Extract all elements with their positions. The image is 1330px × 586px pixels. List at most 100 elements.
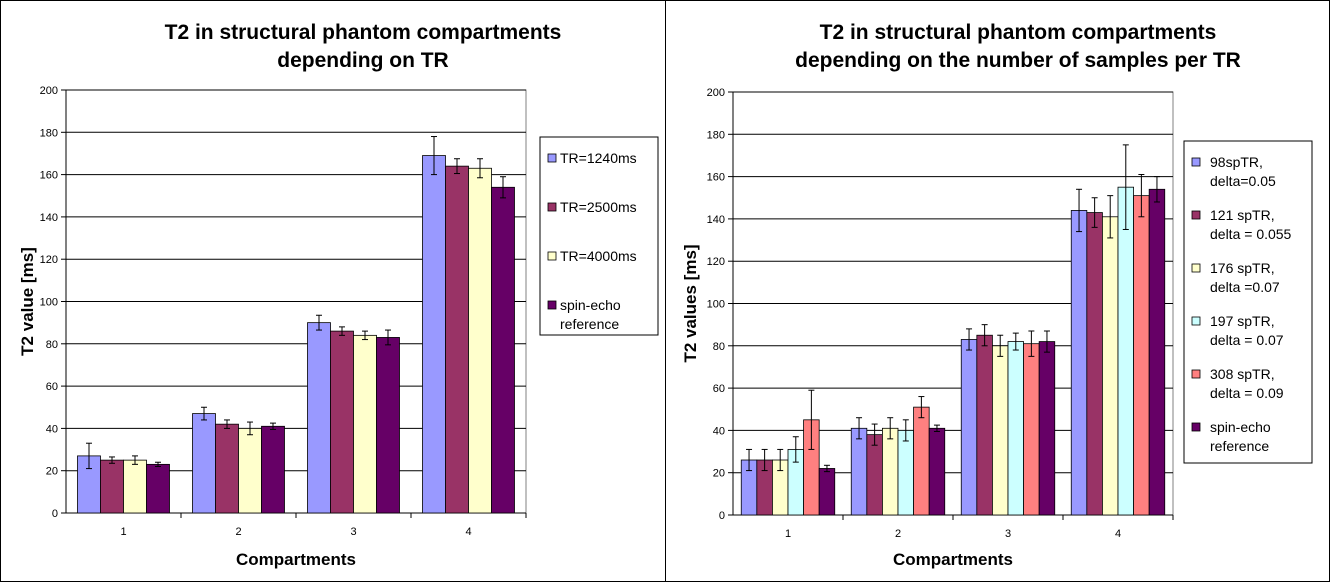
legend-label: delta = 0.055: [1210, 226, 1292, 242]
chart-panel-right: T2 in structural phantom compartments dep…: [665, 0, 1330, 582]
chart-samples-per-tr: T2 in structural phantom compartments dep…: [681, 21, 1313, 569]
bar: [1133, 195, 1150, 516]
x-tick-label: 2: [235, 526, 241, 538]
y-tick-label: 20: [713, 468, 725, 480]
chart-panel-left: T2 in structural phantom compartments dep…: [0, 0, 666, 582]
legend: [1183, 140, 1313, 464]
bar: [215, 423, 239, 514]
bar: [330, 330, 354, 514]
bar: [818, 468, 836, 516]
bar: [913, 406, 930, 516]
x-tick-label: 3: [350, 526, 356, 538]
legend-label: delta=0.05: [1210, 173, 1276, 189]
y-tick-label: 100: [40, 297, 58, 309]
bar: [192, 413, 216, 514]
bar: [1023, 343, 1040, 516]
bar: [928, 427, 946, 516]
bar: [376, 337, 400, 514]
legend: [539, 136, 659, 336]
y-tick-label: 40: [46, 423, 58, 435]
y-tick-label: 60: [713, 383, 725, 395]
y-tick-label: 120: [707, 256, 725, 268]
chart-title-line: T2 in structural phantom compartments: [165, 21, 562, 44]
legend-swatch: [547, 300, 557, 310]
legend-label: spin-echo: [560, 297, 621, 313]
x-axis-label: Compartments: [236, 550, 356, 569]
bar: [850, 427, 868, 516]
legend-swatch: [547, 153, 557, 163]
legend-swatch: [1191, 157, 1201, 167]
y-tick-label: 160: [40, 170, 58, 182]
bar: [1007, 341, 1024, 516]
chart-title-line: depending on the number of samples per T…: [795, 49, 1241, 72]
y-tick-label: 140: [40, 212, 58, 224]
bar: [1102, 216, 1119, 516]
y-axis-label: T2 value [ms]: [18, 247, 37, 356]
legend-swatch: [1191, 422, 1201, 432]
legend-swatch: [1191, 316, 1201, 326]
chart-title-line: depending on TR: [277, 49, 448, 72]
x-axis-label: Compartments: [893, 550, 1013, 569]
legend-label: delta =0.07: [1210, 279, 1280, 295]
bar: [882, 427, 899, 516]
bar: [976, 334, 993, 516]
bar: [123, 459, 147, 514]
legend-label: delta = 0.07: [1210, 332, 1284, 348]
legend-swatch: [1191, 369, 1201, 379]
bar: [1148, 188, 1166, 516]
bar: [146, 463, 170, 514]
legend-label: TR=2500ms: [560, 199, 637, 215]
legend-swatch: [1191, 263, 1201, 273]
x-tick-label: 2: [895, 528, 901, 540]
y-tick-label: 120: [40, 254, 58, 266]
bar: [960, 339, 978, 516]
legend-label: 176 spTR,: [1210, 260, 1275, 276]
legend-label: 197 spTR,: [1210, 313, 1275, 329]
x-tick-label: 3: [1005, 528, 1011, 540]
x-tick-label: 1: [785, 528, 791, 540]
x-tick-label: 1: [120, 526, 126, 538]
legend-label: TR=4000ms: [560, 248, 637, 264]
y-tick-label: 140: [707, 214, 725, 226]
bar: [1086, 212, 1103, 516]
legend-label: 98spTR,: [1210, 154, 1263, 170]
y-tick-label: 180: [40, 127, 58, 139]
x-tick-label: 4: [1115, 528, 1121, 540]
y-axis-label: T2 values [ms]: [681, 244, 700, 362]
legend-label: 121 spTR,: [1210, 207, 1275, 223]
x-tick-label: 4: [465, 526, 471, 538]
chart-tr: T2 in structural phantom compartments dep…: [18, 21, 659, 569]
y-tick-label: 0: [719, 510, 725, 522]
y-tick-label: 180: [707, 129, 725, 141]
legend-swatch: [1191, 210, 1201, 220]
y-tick-label: 160: [707, 172, 725, 184]
bar: [897, 429, 914, 516]
y-tick-label: 0: [52, 508, 58, 520]
legend-label: spin-echo: [1210, 419, 1271, 435]
bar: [866, 434, 883, 516]
y-tick-label: 60: [46, 381, 58, 393]
chart-title-line: T2 in structural phantom compartments: [820, 21, 1217, 44]
bar: [468, 167, 492, 514]
legend-swatch: [547, 202, 557, 212]
y-tick-label: 80: [713, 341, 725, 353]
bar: [1038, 341, 1056, 516]
legend-label: delta = 0.09: [1210, 385, 1284, 401]
bar: [992, 345, 1009, 516]
bar: [1117, 186, 1134, 516]
y-tick-label: 80: [46, 339, 58, 351]
bar: [100, 459, 124, 514]
bar: [445, 165, 469, 514]
legend-label: 308 spTR,: [1210, 366, 1275, 382]
y-tick-label: 40: [713, 425, 725, 437]
bar: [307, 322, 331, 514]
bar: [261, 425, 285, 514]
bar: [422, 155, 446, 514]
legend-label: TR=1240ms: [560, 150, 637, 166]
legend-label: reference: [560, 316, 619, 332]
bar: [491, 186, 515, 514]
y-tick-label: 100: [707, 299, 725, 311]
y-tick-label: 200: [40, 85, 58, 97]
y-tick-label: 20: [46, 466, 58, 478]
bar: [238, 427, 262, 514]
